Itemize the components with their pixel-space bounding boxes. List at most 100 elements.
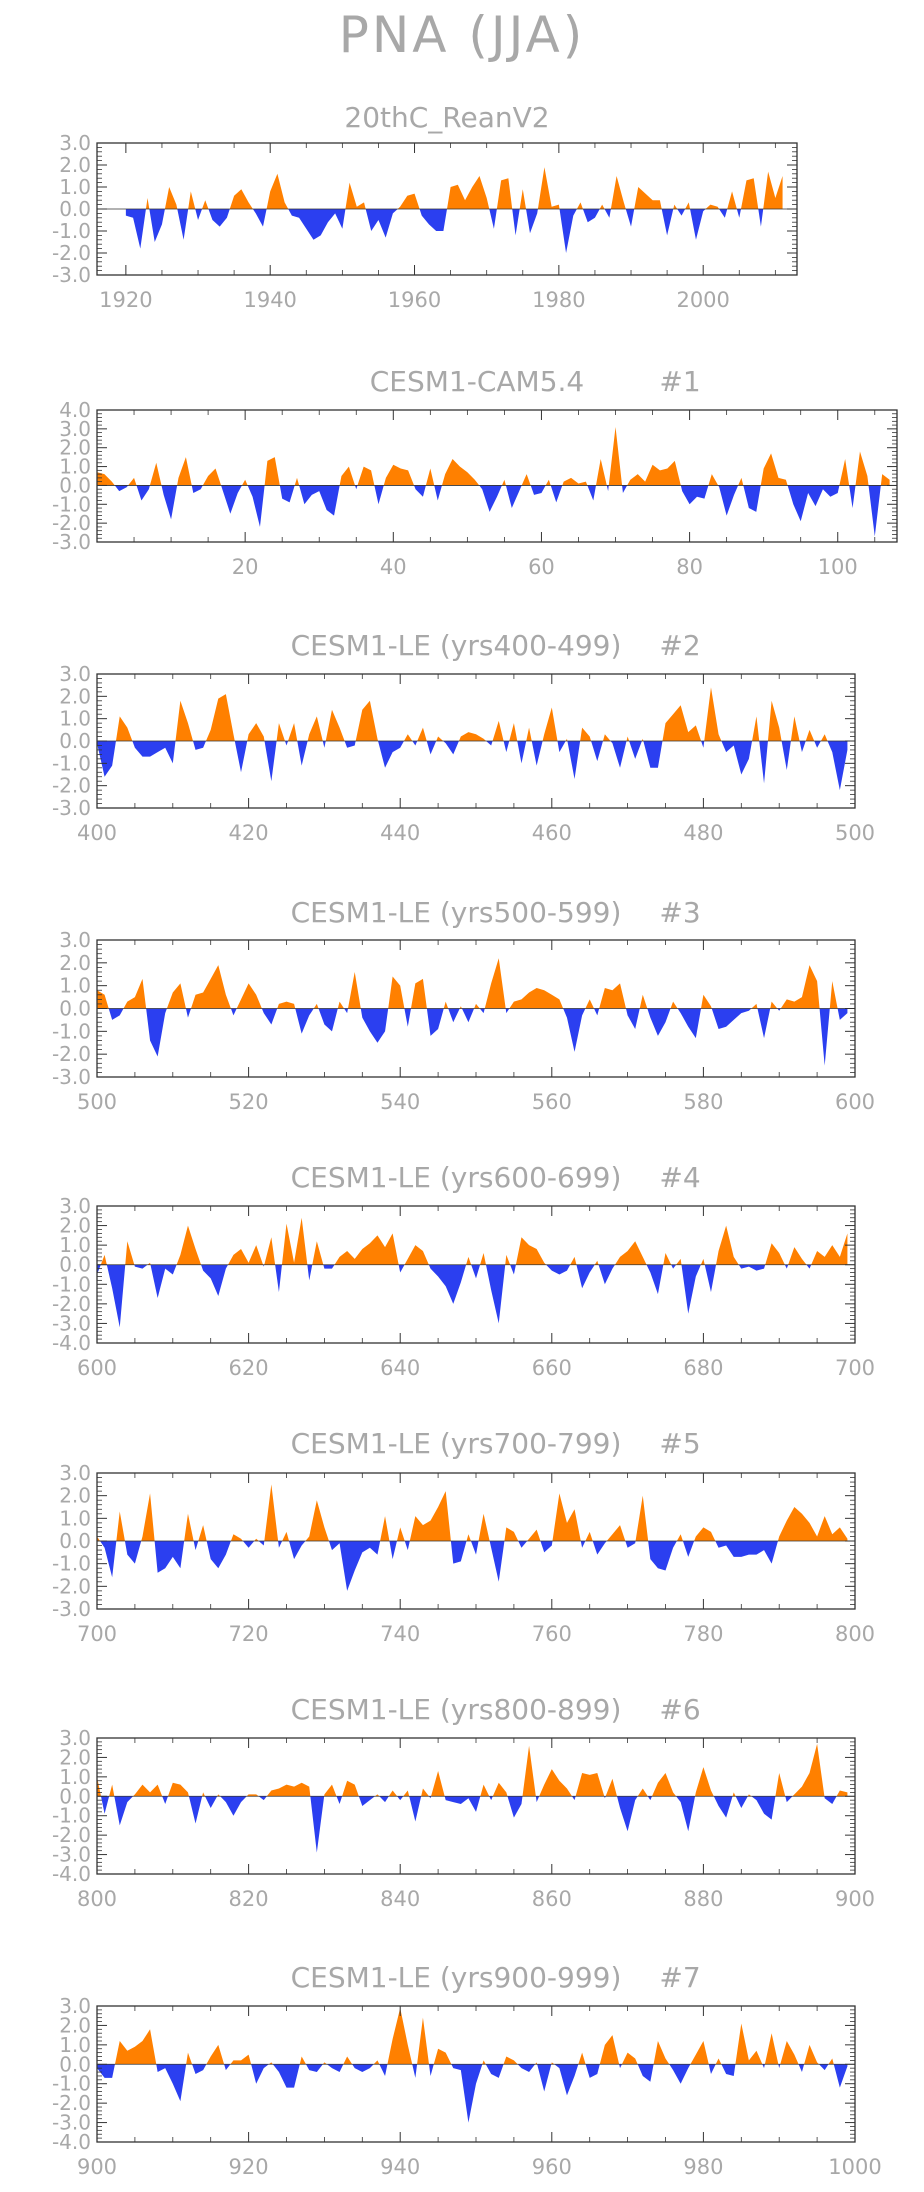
x-tick-label: 940	[380, 2155, 420, 2179]
x-tick-label: 920	[229, 2155, 269, 2179]
chart-5: CESM1-LE (yrs600-699) #43.02.01.00.0-1.0-…	[52, 1161, 875, 1380]
y-tick-label: 0.0	[59, 729, 91, 753]
chart-title-tag: #4	[659, 1161, 700, 1194]
x-tick-label: 2000	[676, 288, 729, 312]
x-tick-label: 500	[835, 821, 875, 845]
x-tick-label: 860	[532, 1887, 572, 1911]
y-tick-label: 2.0	[59, 1214, 91, 1238]
y-tick-label: -3.0	[52, 530, 91, 554]
y-tick-label: -1.0	[52, 1019, 91, 1043]
y-tick-label: 3.0	[59, 662, 91, 686]
y-tick-label: 2.0	[59, 684, 91, 708]
x-tick-label: 720	[229, 1622, 269, 1646]
negative-area	[97, 1264, 812, 1328]
x-tick-label: 100	[818, 555, 858, 579]
y-tick-label: 3.0	[59, 1194, 91, 1218]
y-tick-label: 1.0	[59, 1506, 91, 1530]
x-tick-label: 640	[380, 1356, 420, 1380]
y-tick-label: -3.0	[52, 1843, 91, 1867]
y-tick-label: -2.0	[52, 774, 91, 798]
y-tick-label: 3.0	[59, 1461, 91, 1485]
negative-area	[100, 1796, 837, 1853]
negative-area	[97, 2064, 848, 2123]
x-tick-label: 540	[380, 1090, 420, 1114]
y-tick-label: 3.0	[59, 1994, 91, 2018]
x-tick-label: 580	[683, 1090, 723, 1114]
positive-area	[115, 687, 828, 741]
negative-area	[108, 1008, 848, 1066]
y-tick-label: -1.0	[52, 492, 91, 516]
y-tick-label: 1.0	[59, 455, 91, 479]
negative-area	[100, 1541, 778, 1591]
y-tick-label: -3.0	[52, 796, 91, 820]
x-tick-label: 900	[77, 2155, 117, 2179]
x-tick-label: 800	[835, 1622, 875, 1646]
chart-title: CESM1-LE (yrs800-899)	[291, 1693, 622, 1726]
x-tick-label: 40	[380, 555, 407, 579]
x-tick-label: 980	[683, 2155, 723, 2179]
x-tick-label: 20	[232, 555, 259, 579]
x-tick-label: 680	[683, 1356, 723, 1380]
x-tick-label: 1940	[243, 288, 296, 312]
y-tick-label: 0.0	[59, 197, 91, 221]
chart-1: 20thC_ReanV2 3.02.01.00.0-1.0-2.0-3.0 1920…	[52, 101, 798, 312]
x-tick-label: 440	[380, 821, 420, 845]
chart-4: CESM1-LE (yrs500-599) #33.02.01.00.0-1.0-…	[52, 896, 875, 1114]
x-tick-label: 660	[532, 1356, 572, 1380]
y-tick-label: 0.0	[59, 997, 91, 1021]
y-tick-label: 1.0	[59, 1765, 91, 1789]
y-tick-label: 1.0	[59, 707, 91, 731]
x-tick-label: 400	[77, 821, 117, 845]
x-tick-label: 800	[77, 1887, 117, 1911]
chart-title: CESM1-LE (yrs900-999)	[291, 1961, 622, 1994]
positive-area	[97, 1484, 848, 1541]
x-tick-label: 600	[77, 1356, 117, 1380]
y-tick-label: 0.0	[59, 2052, 91, 2076]
x-tick-label: 900	[835, 1887, 875, 1911]
y-tick-label: 0.0	[59, 1529, 91, 1553]
y-tick-label: -4.0	[52, 1862, 91, 1886]
y-tick-label: -2.0	[52, 2091, 91, 2115]
chart-title: CESM1-LE (yrs700-799)	[291, 1427, 622, 1460]
chart-title-tag: #7	[659, 1961, 700, 1994]
x-tick-label: 700	[77, 1622, 117, 1646]
plot-frame	[96, 409, 898, 543]
positive-area	[97, 1743, 848, 1797]
chart-title-tag: #1	[659, 365, 700, 398]
x-tick-label: 760	[532, 1622, 572, 1646]
x-tick-label: 880	[683, 1887, 723, 1911]
y-tick-label: 1.0	[59, 2033, 91, 2057]
y-tick-label: 0.0	[59, 473, 91, 497]
x-tick-label: 480	[683, 821, 723, 845]
y-tick-label: -1.0	[52, 1272, 91, 1296]
chart-8: CESM1-LE (yrs900-999) #73.02.01.00.0-1.0-…	[52, 1961, 882, 2179]
y-tick-label: -2.0	[52, 1042, 91, 1066]
y-tick-label: 0.0	[59, 1784, 91, 1808]
y-tick-label: -2.0	[52, 1823, 91, 1847]
y-tick-label: 1.0	[59, 1233, 91, 1257]
y-tick-label: 0.0	[59, 1253, 91, 1277]
y-tick-label: 1.0	[59, 974, 91, 998]
y-tick-label: -1.0	[52, 1552, 91, 1576]
y-tick-label: -4.0	[52, 1331, 91, 1355]
negative-area	[114, 485, 881, 537]
x-tick-label: 80	[676, 555, 703, 579]
y-tick-label: 2.0	[59, 1745, 91, 1769]
negative-area	[97, 741, 848, 791]
chart-title-tag: #2	[659, 629, 700, 662]
y-tick-label: 2.0	[59, 2013, 91, 2037]
y-tick-label: 3.0	[59, 1726, 91, 1750]
y-tick-label: -2.0	[52, 1574, 91, 1598]
x-tick-label: 560	[532, 1090, 572, 1114]
y-tick-label: 3.0	[59, 928, 91, 952]
y-tick-label: -2.0	[52, 241, 91, 265]
positive-area	[97, 426, 890, 486]
y-tick-label: -3.0	[52, 2111, 91, 2135]
y-tick-label: -2.0	[52, 511, 91, 535]
y-tick-label: 2.0	[59, 436, 91, 460]
chart-3: CESM1-LE (yrs400-499) #23.02.01.00.0-1.0-…	[52, 629, 875, 845]
y-tick-label: -1.0	[52, 2072, 91, 2096]
y-tick-label: -3.0	[52, 1065, 91, 1089]
y-tick-label: 2.0	[59, 153, 91, 177]
